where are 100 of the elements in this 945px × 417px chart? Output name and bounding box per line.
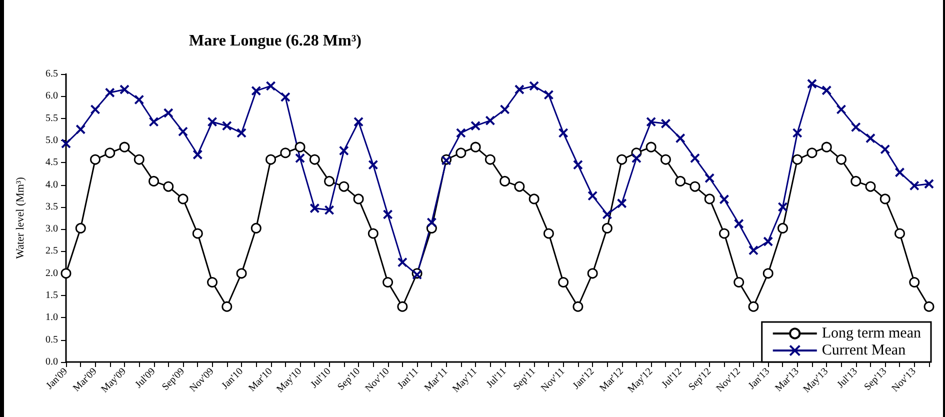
point <box>119 142 130 152</box>
point <box>734 218 744 229</box>
point <box>251 86 262 96</box>
point <box>207 277 218 288</box>
point <box>222 120 232 131</box>
point <box>836 154 846 165</box>
chart-title: Mare Longue (6.28 Mm³) <box>189 32 362 50</box>
point <box>178 194 188 204</box>
point <box>777 222 788 234</box>
point <box>704 194 715 204</box>
point <box>880 194 890 204</box>
point <box>865 181 876 192</box>
point <box>748 301 759 312</box>
point <box>294 142 306 152</box>
point <box>894 228 905 239</box>
point <box>236 128 247 138</box>
y-tick-label: 5.0 <box>46 134 58 146</box>
point <box>924 178 934 189</box>
point <box>250 222 262 234</box>
point <box>104 148 116 158</box>
point <box>558 277 569 288</box>
point <box>163 108 174 118</box>
point <box>543 228 554 239</box>
point <box>690 181 700 192</box>
point <box>865 133 876 144</box>
point <box>236 268 247 279</box>
point <box>90 104 100 114</box>
point <box>806 78 817 89</box>
point <box>529 80 540 91</box>
point <box>470 120 481 131</box>
point <box>821 142 832 152</box>
point <box>134 154 144 165</box>
point <box>544 90 554 100</box>
point <box>456 128 466 138</box>
point <box>266 154 276 165</box>
point <box>353 194 364 204</box>
y-tick-label: 6.5 <box>46 68 58 80</box>
point <box>762 268 774 279</box>
point <box>792 128 802 138</box>
point <box>894 167 905 178</box>
point <box>909 277 920 288</box>
point <box>528 194 540 204</box>
point <box>646 116 656 127</box>
point <box>572 301 584 312</box>
point <box>148 176 160 186</box>
point <box>90 154 101 165</box>
point <box>616 198 627 208</box>
point <box>485 116 496 126</box>
point <box>75 222 86 234</box>
y-tick-label: 1.5 <box>46 290 58 302</box>
point <box>704 173 715 184</box>
point <box>690 153 700 164</box>
point <box>822 85 832 96</box>
point <box>748 245 758 256</box>
point <box>280 92 290 102</box>
point <box>61 138 71 149</box>
point <box>602 222 612 234</box>
y-tick-label: 5.5 <box>46 112 58 124</box>
legend-label: Current Mean <box>822 342 906 358</box>
point <box>295 153 306 164</box>
point <box>675 176 686 186</box>
legend-label: Long term mean <box>822 326 922 342</box>
point <box>280 148 291 158</box>
point <box>850 122 861 132</box>
point <box>484 154 496 165</box>
point <box>309 154 320 165</box>
point <box>734 277 744 288</box>
point <box>397 301 408 312</box>
point <box>134 94 144 105</box>
point <box>192 228 203 239</box>
point <box>60 268 72 279</box>
point <box>324 205 334 216</box>
point <box>338 146 349 156</box>
point <box>338 181 350 192</box>
point <box>660 154 671 165</box>
point <box>587 268 598 279</box>
point <box>924 301 934 312</box>
y-tick-label: 1.0 <box>46 312 58 324</box>
point <box>207 116 218 127</box>
point <box>572 160 583 170</box>
point <box>850 176 862 186</box>
point <box>104 88 115 98</box>
y-axis-title: Water level (Mm³) <box>14 176 26 259</box>
point <box>178 126 188 137</box>
point <box>588 190 598 201</box>
point <box>880 144 890 154</box>
point <box>266 80 276 91</box>
point <box>806 148 818 158</box>
y-tick-label: 2.0 <box>46 268 58 279</box>
y-tick-label: 3.0 <box>46 224 58 235</box>
y-tick-label: 4.0 <box>46 179 58 190</box>
point <box>558 128 568 138</box>
point <box>426 217 437 228</box>
point <box>76 124 86 134</box>
point <box>148 116 159 127</box>
point <box>616 154 628 165</box>
point <box>514 84 524 95</box>
y-tick-label: 0.5 <box>46 334 58 346</box>
point <box>660 118 671 129</box>
point <box>163 181 174 192</box>
